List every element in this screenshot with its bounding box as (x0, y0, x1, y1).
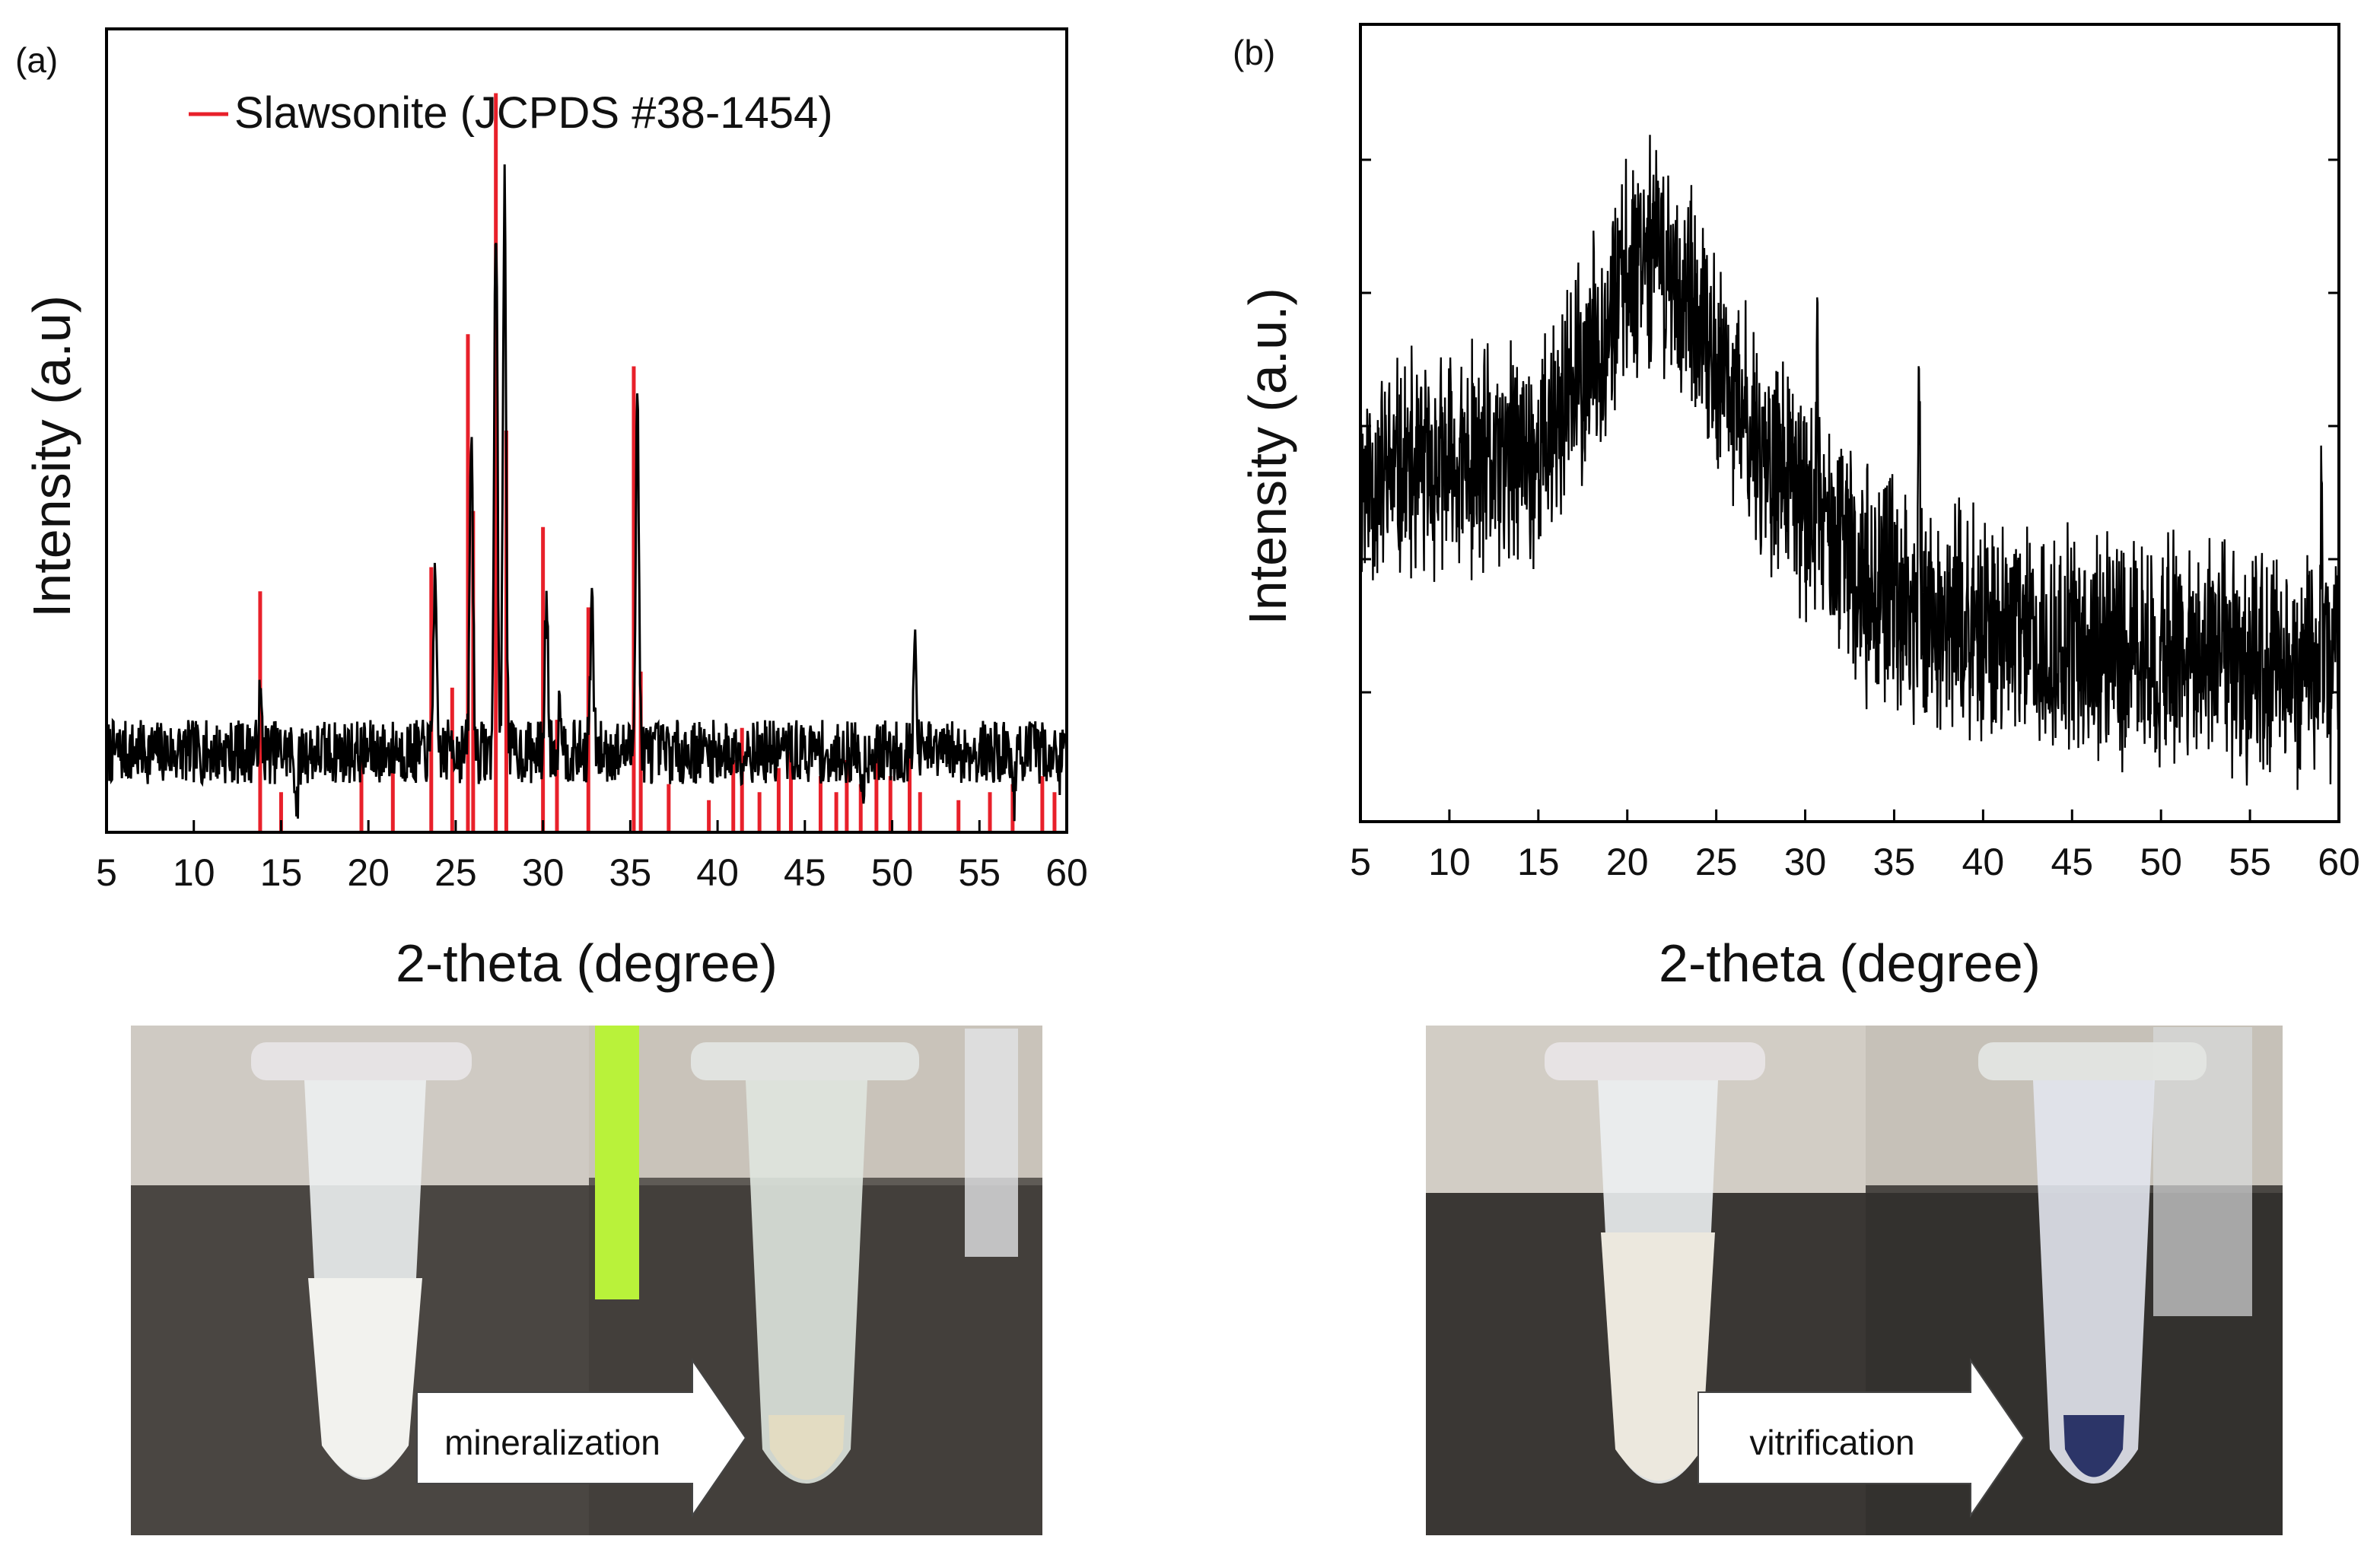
x-tick-label: 5 (96, 851, 117, 894)
tube-before-a (251, 1042, 472, 1480)
x-tick-label: 20 (347, 851, 390, 894)
x-tick-label: 45 (784, 851, 826, 894)
y-ticks-b (1360, 158, 2339, 694)
arrow-label-a: mineralization (444, 1423, 660, 1462)
plot-area-a (105, 93, 1068, 832)
x-tick-label: 25 (434, 851, 477, 894)
x-tick-label: 5 (1350, 841, 1371, 883)
green-rack (595, 1026, 639, 1299)
arrow-shape-a (416, 1357, 747, 1519)
bottle (965, 1029, 1018, 1257)
y-axis-label-a: Intensity (a.u) (22, 295, 81, 618)
photo-vitrification: vitrification (1426, 1026, 2283, 1535)
y-axis-label-b: Intensity (a.u.) (1238, 288, 1297, 625)
x-tick-label: 60 (1045, 851, 1088, 894)
tube-body (746, 1080, 867, 1484)
pattern-line-b (1359, 135, 2340, 790)
tube-cap (1978, 1042, 2207, 1080)
x-tick-label: 60 (2318, 841, 2360, 883)
x-tick-label: 10 (173, 851, 215, 894)
tube-cap (251, 1042, 472, 1080)
x-tick-label: 40 (696, 851, 739, 894)
x-tick-label: 50 (2140, 841, 2182, 883)
tube-cap (691, 1042, 919, 1080)
chart-b: (b) 5 10 15 20 25 30 35 40 45 50 55 60 2-theta (deg… (1233, 23, 2360, 993)
x-ticks-a: 5 10 15 20 25 30 35 40 45 50 55 60 (96, 820, 1088, 894)
tube-cap (1545, 1042, 1765, 1080)
x-tick-label: 15 (260, 851, 303, 894)
tube-body (2033, 1080, 2155, 1484)
chart-a: (a) 5 10 15 20 25 30 35 40 45 50 55 60 Slawsonite (… (15, 27, 1088, 993)
powder-before (308, 1278, 422, 1478)
x-tick-label: 30 (1784, 841, 1827, 883)
x-tick-label: 55 (2229, 841, 2271, 883)
x-tick-label: 40 (1962, 841, 2005, 883)
x-tick-label: 35 (1873, 841, 1916, 883)
x-axis-label-b: 2-theta (degree) (1659, 933, 2041, 993)
x-tick-label: 55 (958, 851, 1001, 894)
plot-area-b (1359, 135, 2340, 790)
x-axis-label-a: 2-theta (degree) (396, 933, 778, 993)
x-tick-label: 35 (609, 851, 652, 894)
legend-label-a: Slawsonite (JCPDS #38-1454) (234, 88, 833, 138)
powder-after (768, 1415, 845, 1480)
axes-frame-b (1359, 23, 2340, 823)
photo-mineralization: mineralization (131, 1026, 1042, 1535)
powder-after (2063, 1415, 2124, 1477)
arrow-label-b: vitrification (1749, 1423, 1914, 1462)
pattern-line-a (105, 164, 1068, 822)
tube-after-b (1978, 1042, 2207, 1484)
x-tick-label: 50 (871, 851, 914, 894)
axes-frame-a (105, 27, 1068, 834)
tube-after-a (691, 1042, 919, 1484)
arrow-shape-b (1698, 1357, 2025, 1519)
x-tick-label: 45 (2051, 841, 2093, 883)
powder-before (1601, 1232, 1715, 1481)
x-tick-label: 10 (1428, 841, 1471, 883)
x-tick-label: 20 (1606, 841, 1649, 883)
panel-label-a: (a) (15, 40, 58, 80)
x-tick-label: 25 (1695, 841, 1738, 883)
x-tick-label: 30 (522, 851, 565, 894)
panel-label-b: (b) (1233, 33, 1275, 72)
tube-before-b (1545, 1042, 1765, 1484)
x-ticks-b: 5 10 15 20 25 30 35 40 45 50 55 60 (1350, 809, 2360, 883)
x-tick-label: 15 (1517, 841, 1560, 883)
